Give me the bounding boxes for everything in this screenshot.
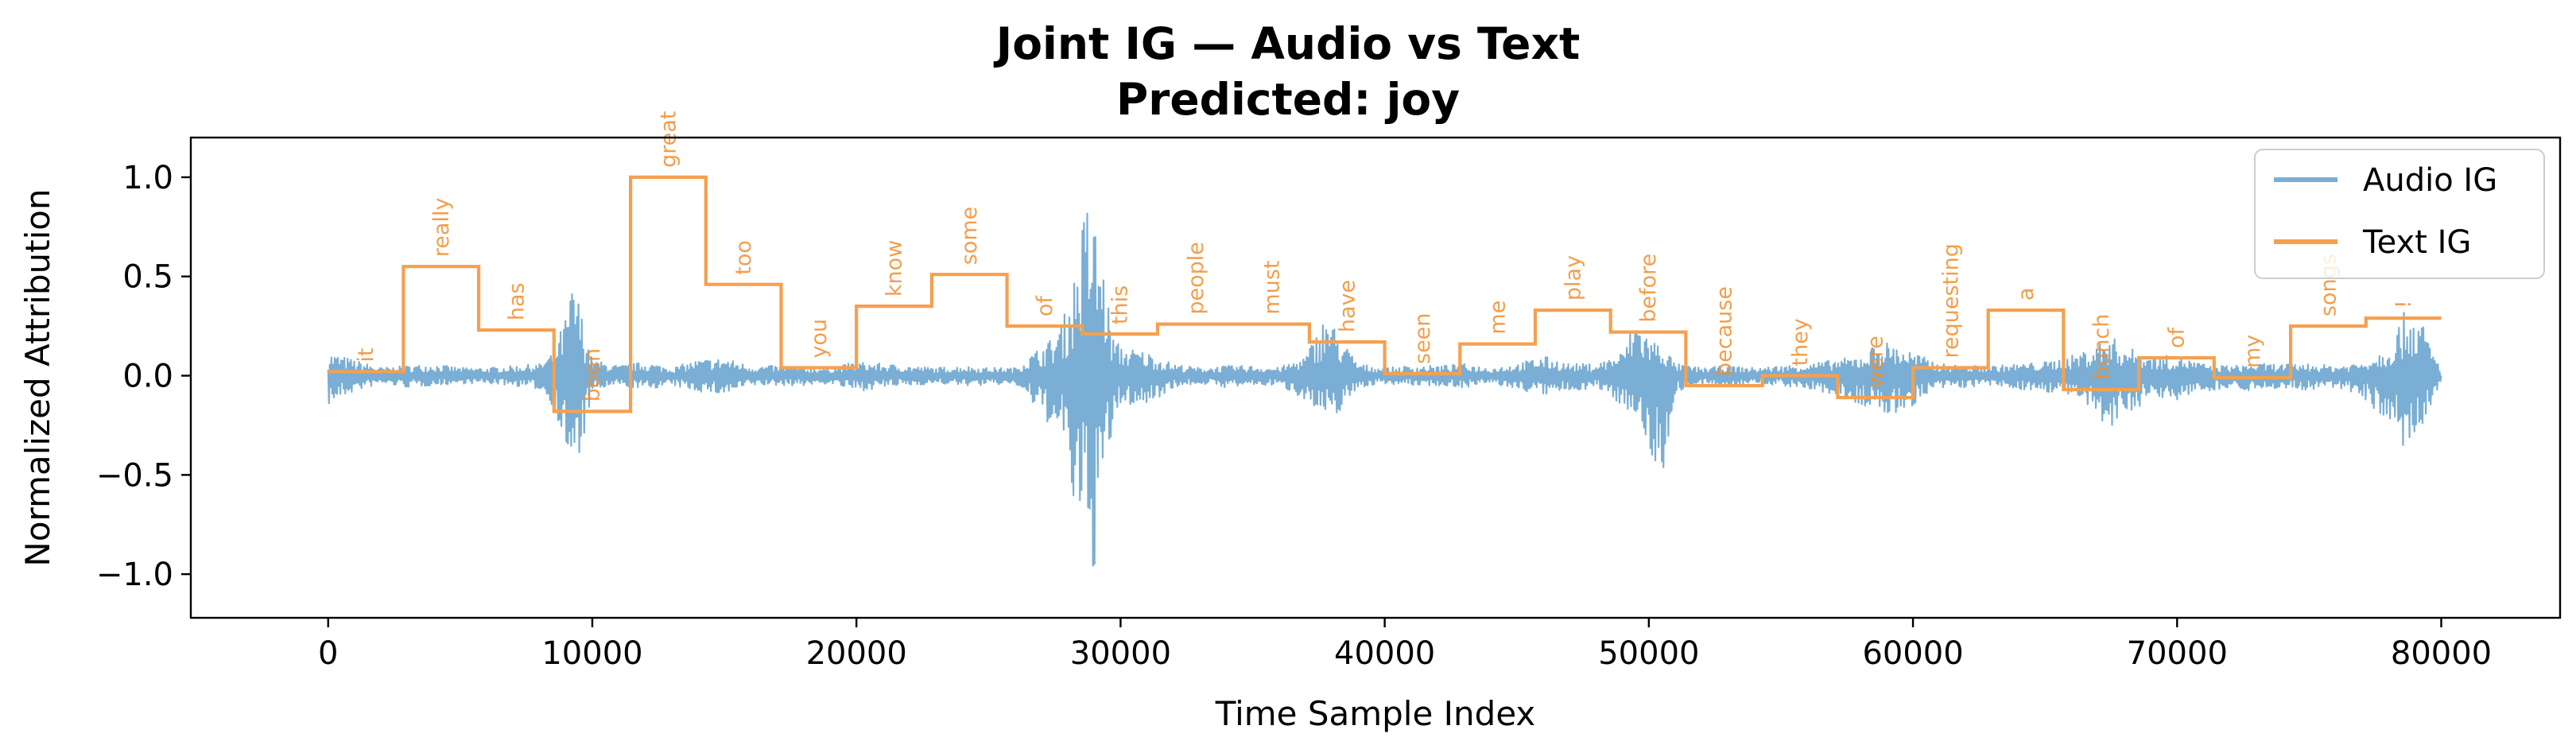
word-label: were: [1864, 336, 1888, 388]
word-label: this: [1108, 285, 1133, 324]
word-label: have: [1335, 280, 1360, 332]
word-label: been: [580, 348, 605, 402]
x-tick-label: 20000: [806, 635, 907, 672]
y-tick-label: 0.5: [122, 259, 173, 296]
word-label: must: [1260, 261, 1285, 315]
x-tick-label: 80000: [2391, 635, 2492, 672]
y-tick-label: −0.5: [96, 457, 173, 494]
word-label: people: [1184, 242, 1208, 315]
y-axis: 1.0 0.5 0.0 −0.5 −1.0: [96, 160, 191, 593]
word-label: because: [1713, 286, 1737, 376]
legend: Audio IG Text IG: [2254, 149, 2545, 279]
y-tick-label: 1.0: [122, 160, 173, 196]
chart-subtitle: Predicted: joy: [1116, 74, 1460, 125]
word-label: seen: [1410, 313, 1435, 364]
word-label: a: [2014, 288, 2039, 301]
word-label: you: [807, 319, 832, 359]
plot-area: it really has been great too you know some of this…: [327, 111, 2442, 567]
legend-label-text: Text IG: [2362, 224, 2471, 261]
x-tick-label: 30000: [1070, 635, 1171, 672]
legend-label-audio: Audio IG: [2363, 162, 2497, 199]
x-tick-label: 70000: [2127, 635, 2228, 672]
x-tick-label: 60000: [1862, 635, 1963, 672]
word-label: requesting: [1938, 243, 1963, 358]
word-label: before: [1636, 254, 1661, 323]
chart-title: Joint IG — Audio vs Text: [993, 18, 1581, 69]
x-axis-label: Time Sample Index: [1215, 694, 1536, 733]
y-tick-label: 0.0: [122, 359, 173, 395]
word-label: !: [2392, 300, 2416, 309]
x-tick-label: 0: [318, 635, 338, 672]
word-label: of: [2165, 326, 2190, 348]
word-label: bunch: [2089, 314, 2114, 380]
word-label: play: [1561, 255, 1585, 301]
y-axis-label: Normalized Attribution: [18, 188, 57, 566]
word-label: me: [1486, 301, 1511, 335]
y-tick-label: −1.0: [96, 557, 173, 593]
word-label: too: [731, 240, 756, 275]
text-ig-line: [328, 175, 2442, 413]
x-tick-label: 10000: [541, 635, 642, 672]
x-tick-label: 40000: [1334, 635, 1435, 672]
word-label: my: [2240, 335, 2265, 368]
word-label: know: [883, 240, 907, 297]
plot-frame: [189, 136, 2562, 619]
word-label: of: [1033, 295, 1057, 317]
word-label: some: [957, 207, 982, 266]
word-label: has: [505, 282, 530, 320]
x-tick-label: 50000: [1598, 635, 1699, 672]
word-label: great: [657, 111, 681, 168]
word-label: really: [429, 198, 454, 258]
x-axis: 0 10000 20000 30000 40000 50000 60000 70000 8000…: [318, 618, 2492, 672]
word-label: it: [354, 347, 378, 362]
word-label: they: [1788, 318, 1813, 366]
